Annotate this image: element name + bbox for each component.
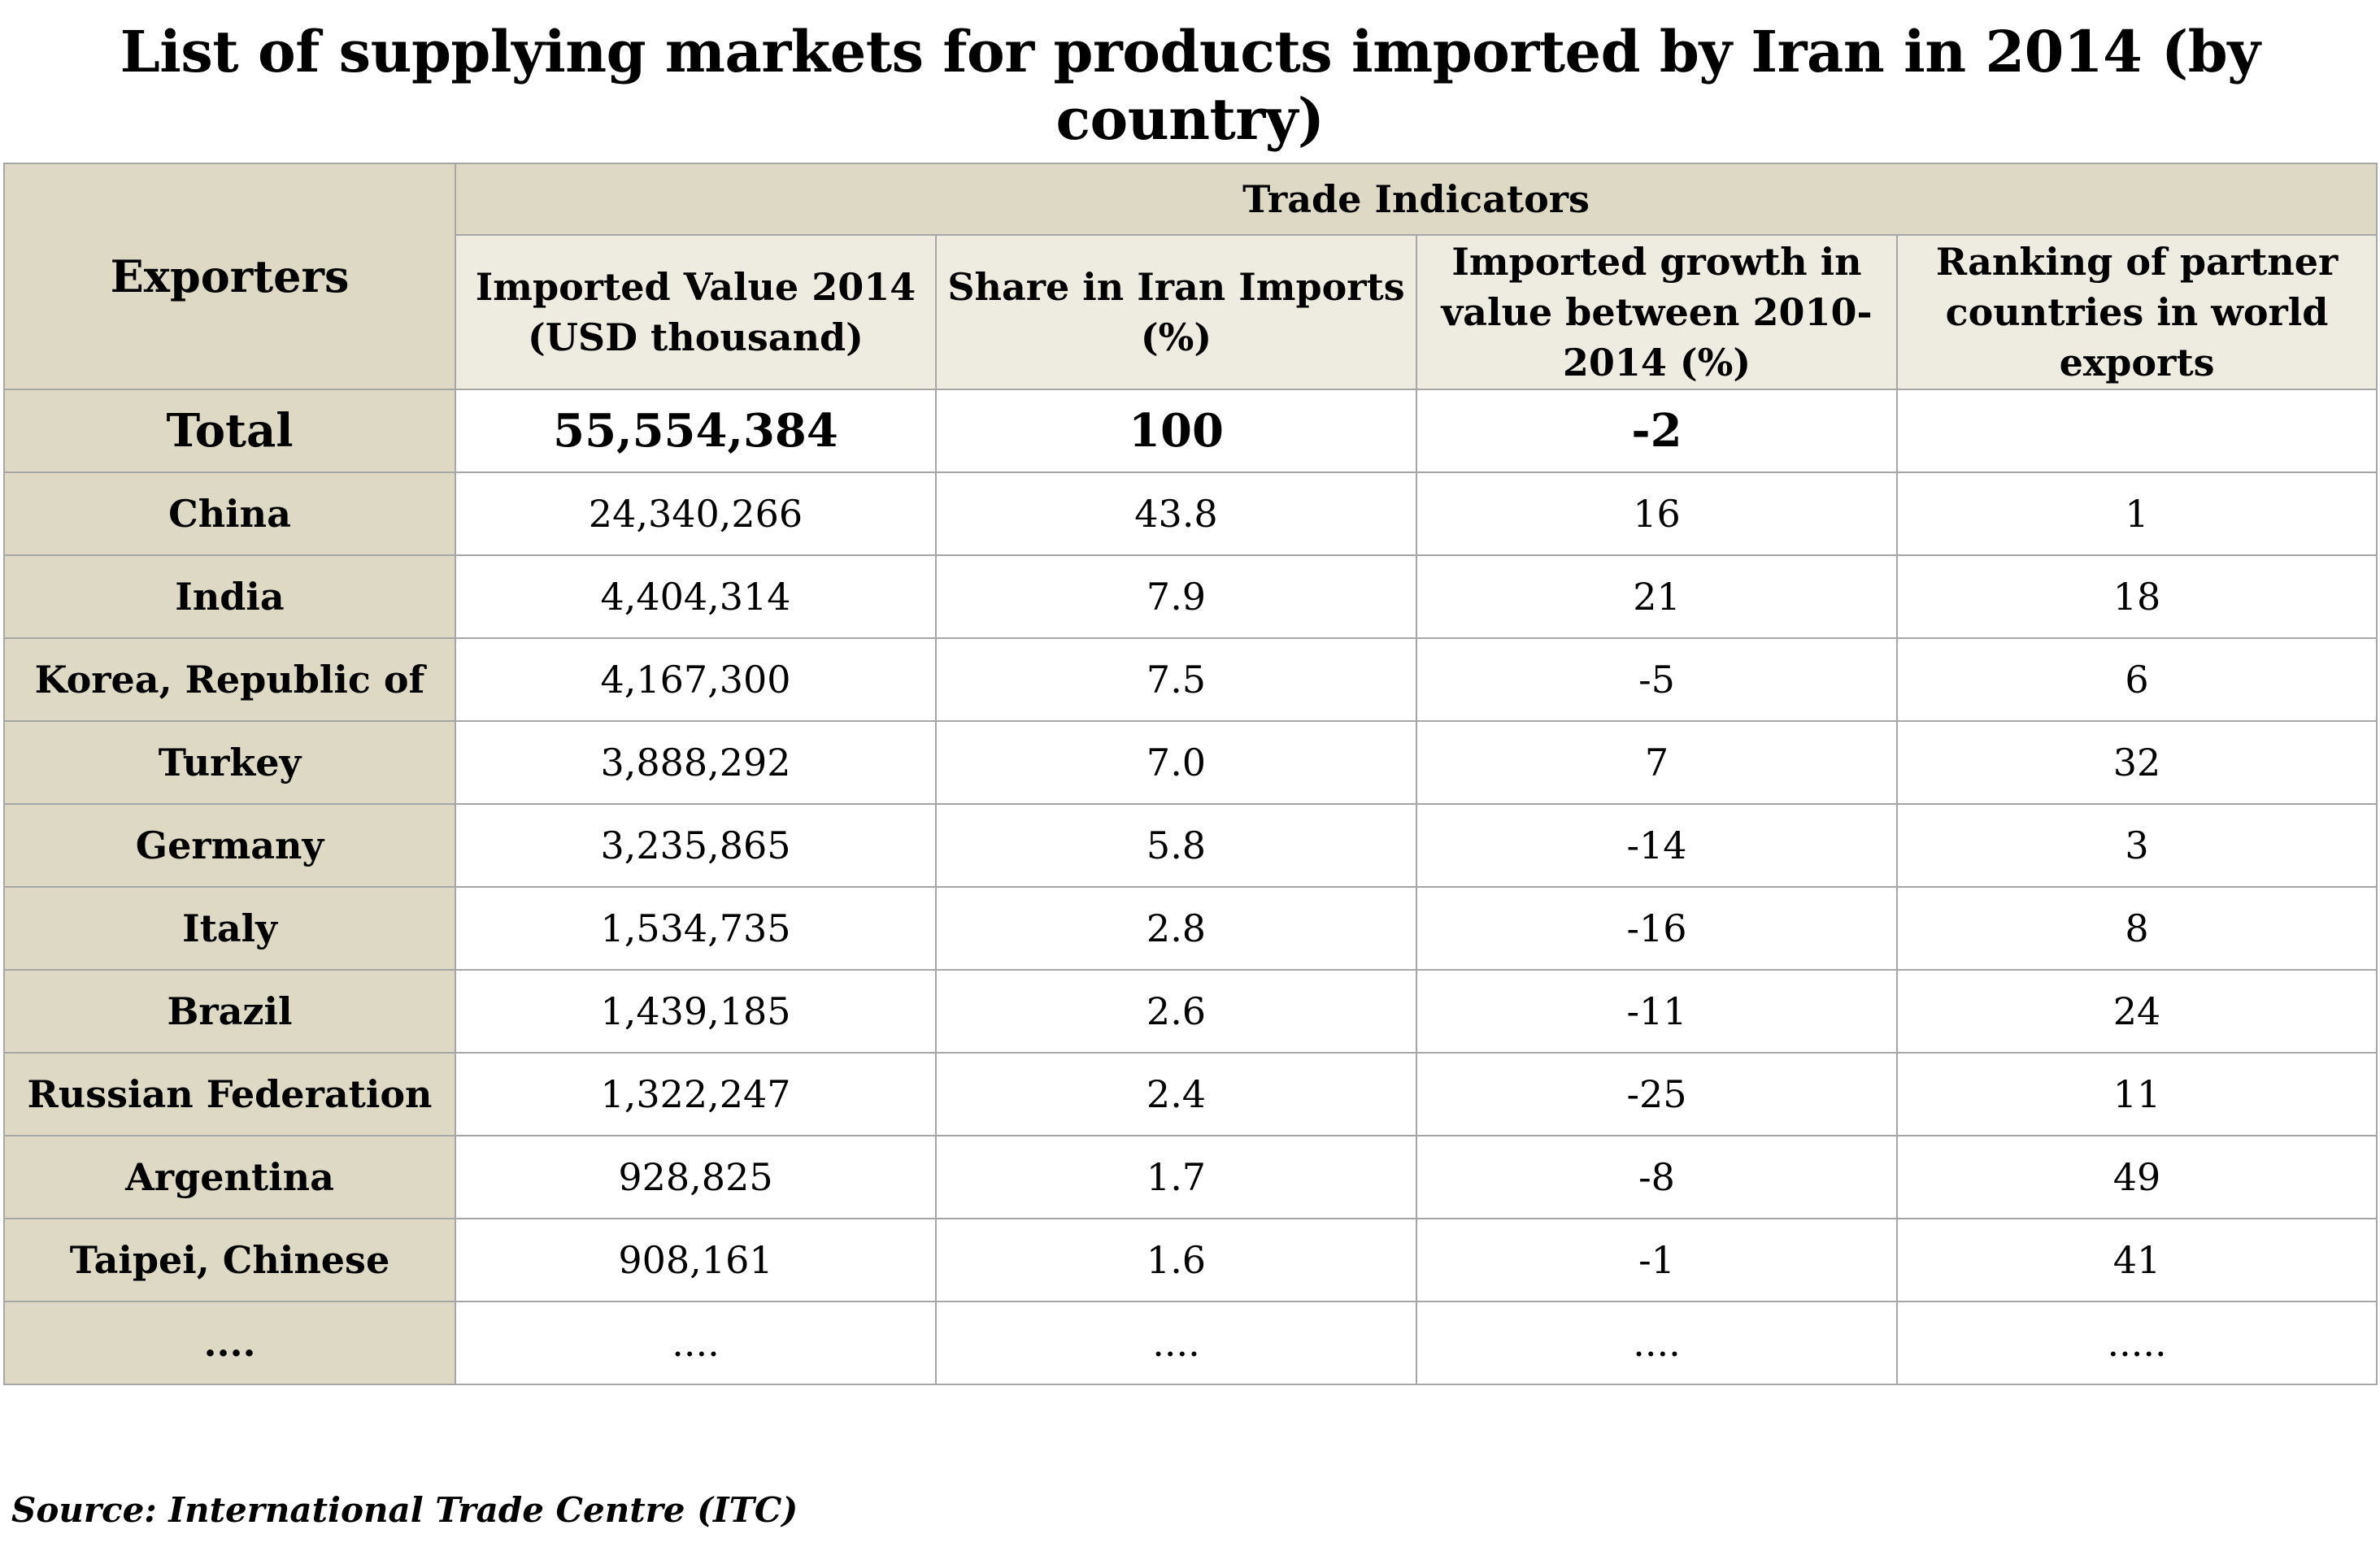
country-cell: Taipei, Chinese <box>3 1218 456 1302</box>
growth-cell: -1 <box>1416 1218 1898 1302</box>
column-header-imported-value: Imported Value 2014 (USD thousand) <box>455 234 937 390</box>
value-cell: 1,439,185 <box>455 969 937 1054</box>
trade-table: Exporters Trade Indicators Imported Valu… <box>3 163 2378 1385</box>
growth-cell: -25 <box>1416 1052 1898 1136</box>
growth-cell: -16 <box>1416 886 1898 971</box>
rank-cell: 6 <box>1895 637 2378 722</box>
value-cell: 3,888,292 <box>455 720 937 805</box>
growth-cell: 7 <box>1416 720 1898 805</box>
rank-cell: 32 <box>1895 720 2378 805</box>
table-row-ellipsis: .... .... .... .... ..... <box>3 1301 2378 1385</box>
rank-cell: 24 <box>1895 969 2378 1054</box>
country-cell: Turkey <box>3 720 456 805</box>
growth-cell: 16 <box>1416 471 1898 556</box>
rank-cell: 3 <box>1895 803 2378 888</box>
growth-cell: .... <box>1416 1301 1898 1385</box>
table-row: Taipei, Chinese 908,161 1.6 -1 41 <box>3 1218 2378 1302</box>
country-cell: India <box>3 554 456 639</box>
share-cell: 2.6 <box>935 969 1417 1054</box>
share-cell: 43.8 <box>935 471 1417 556</box>
country-cell: Russian Federation <box>3 1052 456 1136</box>
share-cell: 5.8 <box>935 803 1417 888</box>
share-cell: .... <box>935 1301 1417 1385</box>
table-row: Germany 3,235,865 5.8 -14 3 <box>3 803 2378 888</box>
value-cell: 1,534,735 <box>455 886 937 971</box>
table-row: Turkey 3,888,292 7.0 7 32 <box>3 720 2378 805</box>
country-cell: Germany <box>3 803 456 888</box>
value-cell: 1,322,247 <box>455 1052 937 1136</box>
value-cell: .... <box>455 1301 937 1385</box>
table-row: Russian Federation 1,322,247 2.4 -25 11 <box>3 1052 2378 1136</box>
page-title: List of supplying markets for products i… <box>120 18 2260 153</box>
table-row: Argentina 928,825 1.7 -8 49 <box>3 1135 2378 1219</box>
rank-cell: 8 <box>1895 886 2378 971</box>
share-cell: 7.0 <box>935 720 1417 805</box>
table-row: Brazil 1,439,185 2.6 -11 24 <box>3 969 2378 1054</box>
share-cell: 7.9 <box>935 554 1417 639</box>
rank-cell: 41 <box>1895 1218 2378 1302</box>
share-cell: 1.6 <box>935 1218 1417 1302</box>
share-cell: 2.4 <box>935 1052 1417 1136</box>
table-row: China 24,340,266 43.8 16 1 <box>3 471 2378 556</box>
rank-cell: 1 <box>1895 471 2378 556</box>
share-cell: 7.5 <box>935 637 1417 722</box>
table-body: Total 55,554,384 100 -2 China 24,340,266… <box>3 389 2378 1385</box>
country-cell: China <box>3 471 456 556</box>
column-header-ranking: Ranking of partner countries in world ex… <box>1895 234 2378 390</box>
rank-cell: 49 <box>1895 1135 2378 1219</box>
value-cell: 4,404,314 <box>455 554 937 639</box>
total-label: Total <box>3 389 456 473</box>
growth-cell: -14 <box>1416 803 1898 888</box>
value-cell: 3,235,865 <box>455 803 937 888</box>
total-value: 55,554,384 <box>455 389 937 473</box>
country-cell: .... <box>3 1301 456 1385</box>
trade-indicators-header: Trade Indicators <box>454 163 2378 236</box>
country-cell: Korea, Republic of <box>3 637 456 722</box>
column-header-growth: Imported growth in value between 2010-20… <box>1416 234 1898 390</box>
rank-cell: 11 <box>1895 1052 2378 1136</box>
rank-cell: 18 <box>1895 554 2378 639</box>
column-header-share: Share in Iran Imports (%) <box>935 234 1417 390</box>
table-row: India 4,404,314 7.9 21 18 <box>3 554 2378 639</box>
table-header: Exporters Trade Indicators Imported Valu… <box>3 163 2378 390</box>
growth-cell: -11 <box>1416 969 1898 1054</box>
share-cell: 1.7 <box>935 1135 1417 1219</box>
growth-cell: -5 <box>1416 637 1898 722</box>
value-cell: 928,825 <box>455 1135 937 1219</box>
total-growth: -2 <box>1416 389 1898 473</box>
value-cell: 908,161 <box>455 1218 937 1302</box>
total-row: Total 55,554,384 100 -2 <box>3 389 2378 473</box>
value-cell: 24,340,266 <box>455 471 937 556</box>
value-cell: 4,167,300 <box>455 637 937 722</box>
share-cell: 2.8 <box>935 886 1417 971</box>
total-share: 100 <box>935 389 1417 473</box>
table-row: Korea, Republic of 4,167,300 7.5 -5 6 <box>3 637 2378 722</box>
growth-cell: 21 <box>1416 554 1898 639</box>
exporters-header: Exporters <box>3 163 456 390</box>
growth-cell: -8 <box>1416 1135 1898 1219</box>
table-row: Italy 1,534,735 2.8 -16 8 <box>3 886 2378 971</box>
country-cell: Italy <box>3 886 456 971</box>
country-cell: Argentina <box>3 1135 456 1219</box>
total-rank <box>1895 389 2378 473</box>
source-note: Source: International Trade Centre (ITC) <box>11 1490 798 1530</box>
rank-cell: ..... <box>1895 1301 2378 1385</box>
country-cell: Brazil <box>3 969 456 1054</box>
